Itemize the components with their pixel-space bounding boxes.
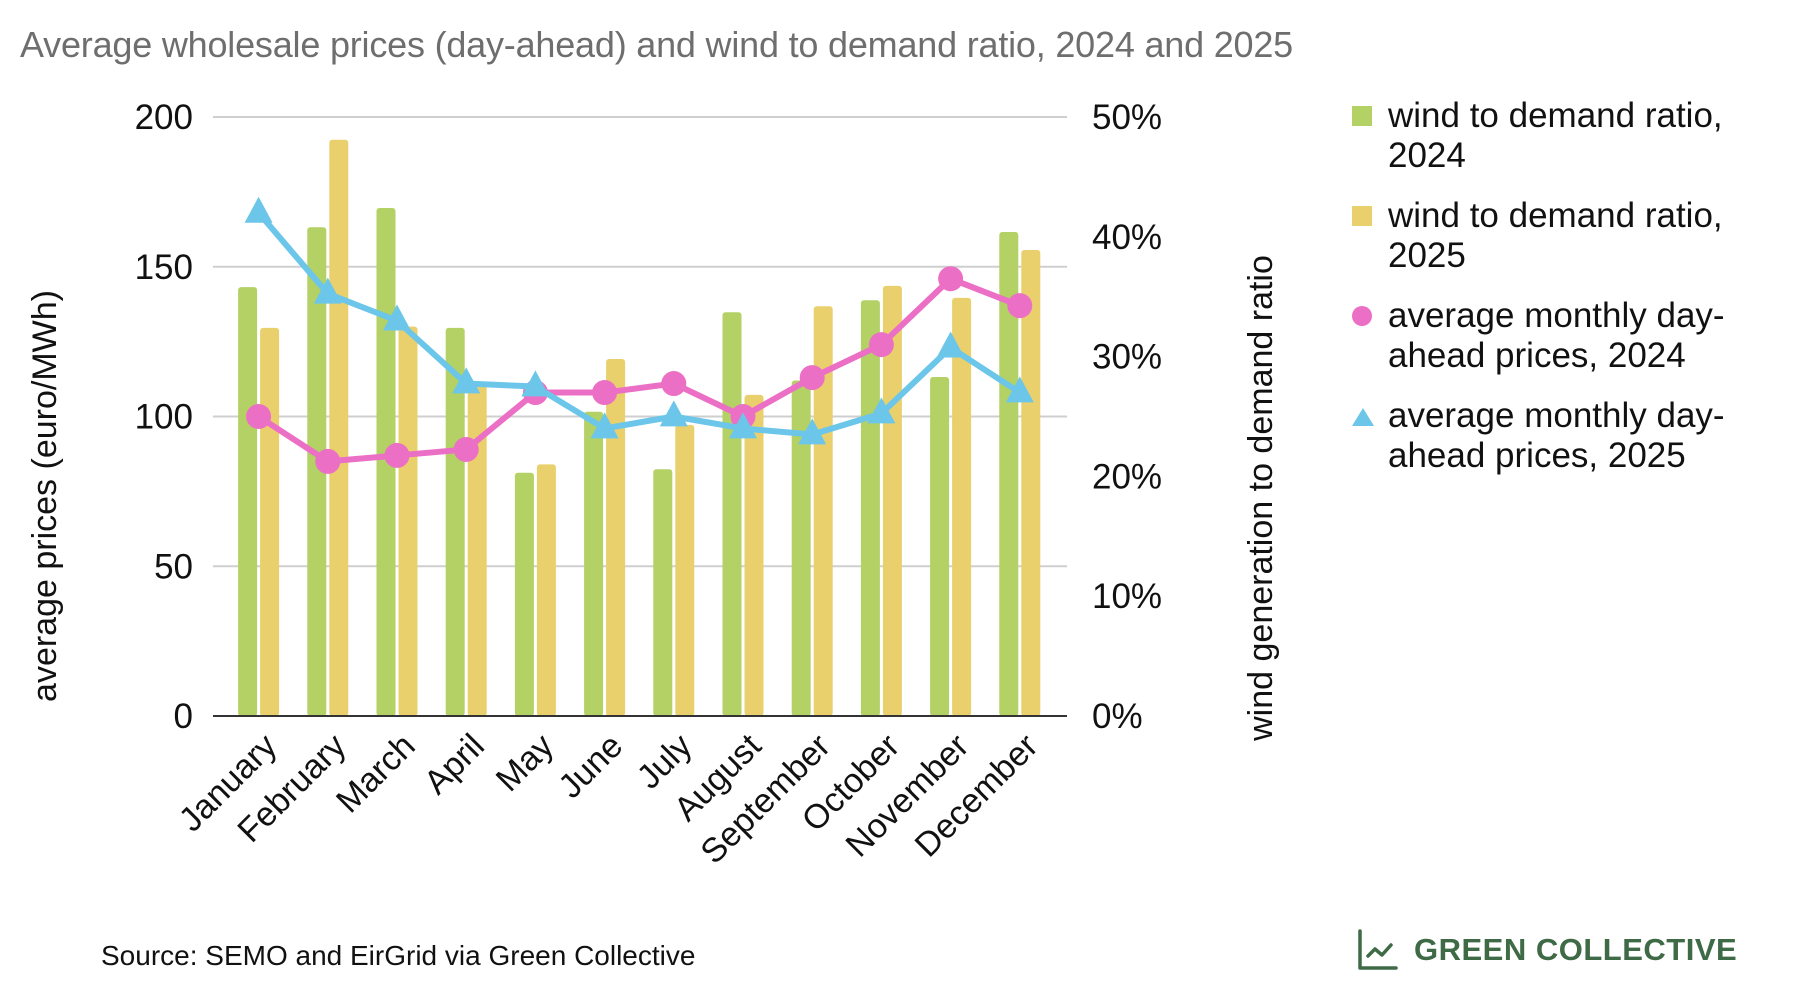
- bar-wind-2025-september: [813, 306, 833, 716]
- marker-prices-2025-january: [244, 196, 273, 223]
- bar-wind-2024-november: [930, 376, 950, 716]
- right-tick-label: 40%: [1092, 218, 1162, 257]
- bar-wind-2025-november: [952, 297, 972, 716]
- bar-wind-2024-june: [584, 411, 604, 716]
- marker-prices-2025-february: [313, 277, 342, 304]
- source-note: Source: SEMO and EirGrid via Green Colle…: [101, 940, 696, 971]
- x-tick-label: March: [329, 727, 423, 821]
- legend-triangle-icon: [1352, 408, 1374, 426]
- legend-circle-icon: [1352, 306, 1372, 326]
- marker-prices-2024-june: [592, 380, 618, 406]
- marker-prices-2025-december: [1005, 376, 1034, 403]
- legend: wind to demand ratio, 2024 wind to deman…: [1330, 96, 1810, 496]
- legend-square-icon: [1352, 206, 1372, 226]
- right-axis-ticks: 0% 10% 20% 30% 40% 50%: [1092, 98, 1162, 736]
- marker-prices-2025-march: [383, 304, 411, 331]
- bar-wind-2024-september: [791, 380, 811, 716]
- bar-wind-2024-march: [376, 208, 396, 716]
- left-axis-label: average prices (euro/MWh): [26, 290, 64, 702]
- bar-wind-2025-may: [536, 464, 556, 716]
- marker-prices-2025-october: [867, 397, 896, 424]
- bar-wind-2025-june: [606, 358, 626, 716]
- marker-prices-2025-june: [590, 412, 619, 439]
- marker-prices-2024-april: [453, 436, 479, 462]
- x-tick-label: May: [489, 727, 561, 799]
- chart-title: Average wholesale prices (day-ahead) and…: [20, 24, 1293, 65]
- legend-label: average monthly day-ahead prices, 2024: [1388, 296, 1725, 375]
- bar-wind-2025-august: [744, 394, 764, 716]
- line-prices-2024: [256, 275, 1021, 465]
- legend-item-prices-2025: average monthly day-ahead prices, 2025: [1330, 396, 1810, 476]
- legend-label: wind to demand ratio, 2025: [1388, 196, 1723, 275]
- legend-label: wind to demand ratio, 2024: [1388, 96, 1723, 175]
- marker-prices-2024-february: [315, 448, 341, 474]
- line-chart-icon: [1358, 929, 1398, 970]
- legend-item-prices-2024: average monthly day-ahead prices, 2024: [1330, 296, 1810, 376]
- gridlines: [213, 116, 1067, 568]
- marker-prices-2025-august: [729, 412, 757, 439]
- x-tick-label: April: [417, 727, 492, 802]
- legend-label: average monthly day-ahead prices, 2025: [1388, 396, 1725, 475]
- bar-wind-2024-december: [999, 232, 1019, 716]
- right-tick-label: 0%: [1092, 697, 1143, 736]
- left-tick-label: 50: [154, 547, 193, 586]
- right-axis-label: wind generation to demand ratio: [1242, 255, 1280, 742]
- line-prices-2025: [256, 210, 1022, 438]
- marker-prices-2025-may: [521, 370, 550, 397]
- bar-series: [238, 139, 1041, 717]
- bar-wind-2025-february: [329, 139, 349, 717]
- bar-wind-2025-july: [675, 424, 695, 716]
- bar-wind-2024-october: [860, 300, 880, 716]
- bar-wind-2025-december: [1021, 249, 1041, 716]
- bar-wind-2025-march: [398, 326, 418, 716]
- left-axis-ticks: 0 50 100 150 200: [135, 98, 193, 736]
- marker-prices-2025-september: [798, 418, 827, 445]
- line-series: [244, 196, 1034, 474]
- legend-item-wind-2025: wind to demand ratio, 2025: [1330, 196, 1810, 276]
- bar-wind-2025-april: [467, 385, 487, 716]
- x-tick-label: June: [551, 727, 630, 806]
- marker-prices-2024-november: [938, 266, 964, 292]
- bar-wind-2024-april: [445, 327, 465, 716]
- marker-prices-2024-january: [246, 404, 272, 429]
- bar-wind-2025-january: [260, 327, 280, 716]
- brand-logo: GREEN COLLECTIVE: [1356, 928, 1737, 972]
- marker-prices-2024-september: [799, 365, 825, 391]
- bar-wind-2024-may: [514, 472, 534, 716]
- marker-prices-2024-december: [1007, 293, 1033, 319]
- left-tick-label: 150: [135, 248, 193, 287]
- right-tick-label: 30%: [1092, 338, 1162, 377]
- left-tick-label: 200: [135, 98, 193, 137]
- marker-prices-2025-april: [452, 367, 481, 394]
- marker-prices-2025-november: [936, 331, 965, 358]
- bar-wind-2024-january: [238, 287, 258, 716]
- left-tick-label: 0: [174, 697, 193, 736]
- bar-wind-2024-february: [307, 227, 327, 716]
- marker-prices-2024-october: [868, 332, 894, 358]
- marker-prices-2025-july: [659, 400, 688, 427]
- right-tick-label: 10%: [1092, 577, 1162, 616]
- legend-square-icon: [1352, 106, 1372, 126]
- right-tick-label: 50%: [1092, 98, 1162, 137]
- legend-item-wind-2024: wind to demand ratio, 2024: [1330, 96, 1810, 176]
- marker-prices-2024-march: [384, 442, 410, 468]
- marker-prices-2024-july: [661, 371, 687, 397]
- bar-wind-2024-august: [722, 312, 742, 716]
- right-tick-label: 20%: [1092, 457, 1162, 496]
- brand-name: GREEN COLLECTIVE: [1414, 932, 1738, 967]
- bar-wind-2024-july: [653, 469, 673, 716]
- left-tick-label: 100: [135, 398, 193, 437]
- bar-wind-2025-october: [882, 285, 902, 716]
